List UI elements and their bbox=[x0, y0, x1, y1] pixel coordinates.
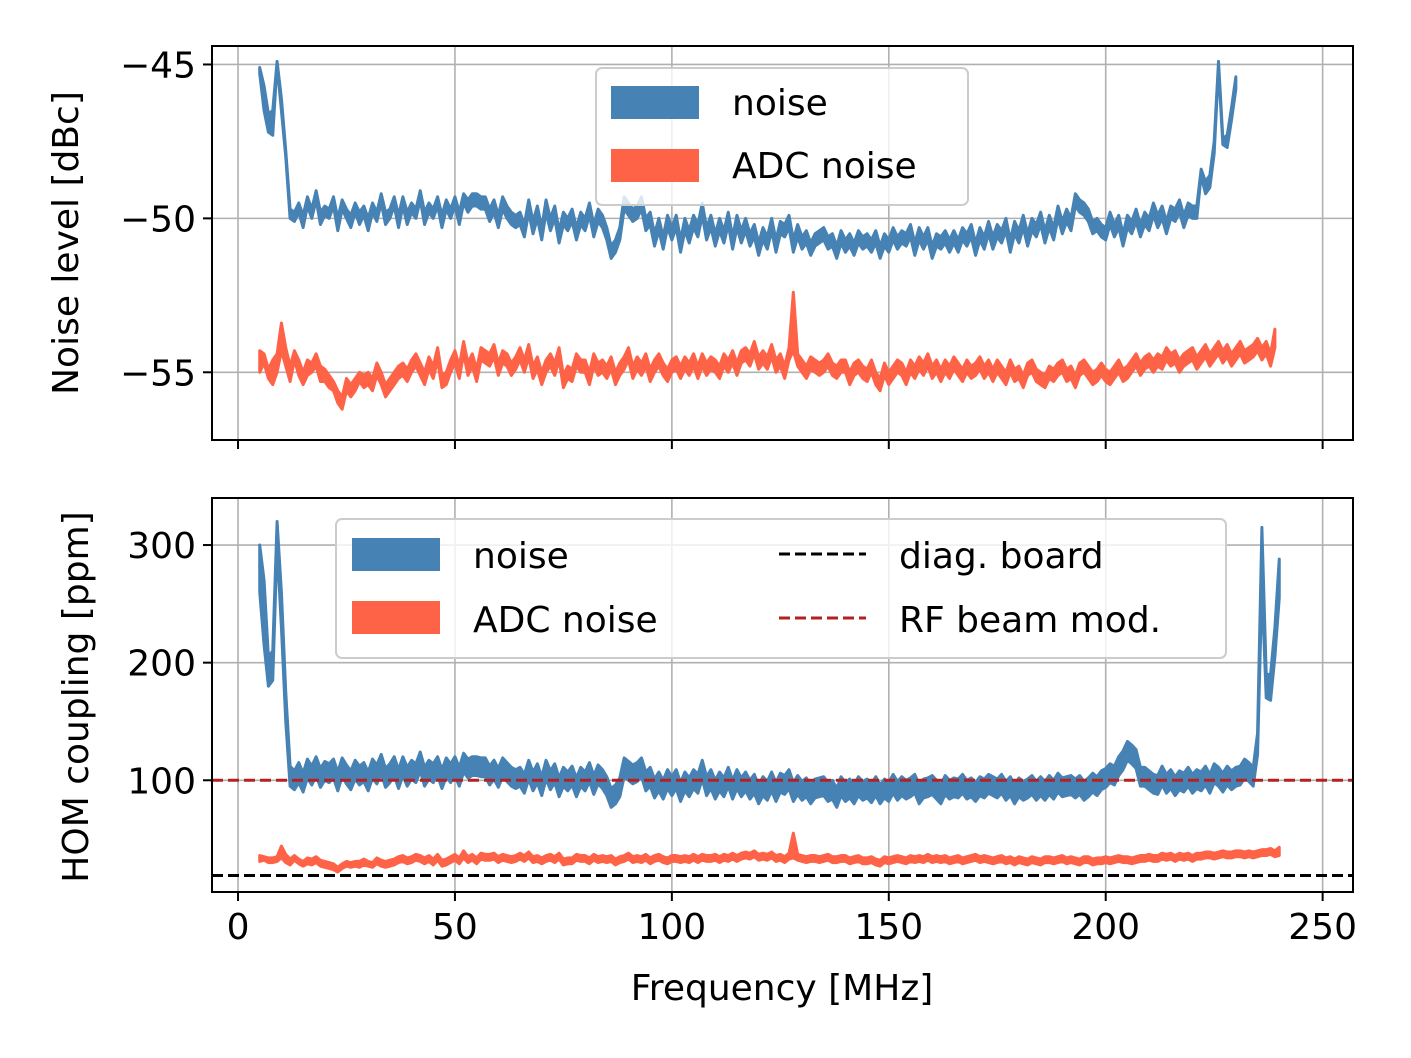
frequency-x-axis-label: Frequency [MHz] bbox=[631, 968, 934, 1009]
band-adc-noise bbox=[258, 290, 1277, 411]
y-tick-label: −45 bbox=[120, 45, 196, 86]
legend-label-adc-noise: ADC noise bbox=[732, 146, 917, 187]
hom-coupling-frame bbox=[211, 497, 1354, 893]
y-tick-label: −50 bbox=[120, 199, 196, 240]
y-tick-label: 100 bbox=[127, 761, 196, 802]
band-noise bbox=[258, 59, 1238, 260]
hom-coupling-y-ticks: 100 200 300 bbox=[127, 526, 212, 802]
legend-swatch-noise bbox=[611, 86, 699, 119]
y-tick-label: 200 bbox=[127, 644, 196, 685]
noise-level-x-ticks bbox=[237, 440, 1324, 449]
hom-coupling-legend: noise ADC noise diag. board RF beam mod. bbox=[335, 518, 1227, 659]
noise-level-y-axis-label: Noise level [dBc] bbox=[46, 91, 87, 395]
noise-level-y-ticks: −55 −50 −45 bbox=[120, 45, 212, 394]
band-adc-noise bbox=[258, 831, 1281, 874]
hom-coupling-panel: 0 50 100 150 200 250 100 200 300 HOM coupling [… bbox=[56, 497, 1357, 1009]
legend-label-noise: noise bbox=[473, 536, 569, 577]
hom-coupling-y-axis-label: HOM coupling [ppm] bbox=[56, 511, 97, 882]
noise-level-frame bbox=[211, 45, 1354, 441]
noise-level-legend: noise ADC noise bbox=[595, 67, 969, 206]
legend-label-diag-board: diag. board bbox=[899, 536, 1104, 577]
legend-swatch-adc-noise bbox=[352, 601, 440, 634]
y-tick-label: −55 bbox=[120, 353, 196, 394]
x-tick-label: 150 bbox=[854, 907, 923, 948]
y-tick-label: 300 bbox=[127, 526, 196, 567]
x-tick-label: 250 bbox=[1288, 907, 1357, 948]
legend-label-noise: noise bbox=[732, 83, 828, 124]
legend-frame bbox=[335, 518, 1227, 659]
x-tick-label: 0 bbox=[227, 907, 250, 948]
x-tick-label: 200 bbox=[1071, 907, 1140, 948]
noise-level-bands bbox=[258, 59, 1277, 411]
legend-swatch-noise bbox=[352, 538, 440, 571]
band-noise bbox=[258, 520, 1281, 809]
x-tick-label: 50 bbox=[432, 907, 478, 948]
legend-swatch-adc-noise bbox=[611, 149, 699, 182]
hom-coupling-reference-lines bbox=[212, 778, 1353, 878]
x-tick-label: 100 bbox=[638, 907, 707, 948]
hom-coupling-x-ticks: 0 50 100 150 200 250 bbox=[227, 892, 1357, 948]
legend-label-adc-noise: ADC noise bbox=[473, 600, 658, 641]
noise-level-panel: −55 −50 −45 Noise level [dBc] noise ADC no… bbox=[46, 45, 1354, 449]
hom-coupling-bands bbox=[258, 520, 1281, 874]
legend-label-rf-beam-mod: RF beam mod. bbox=[899, 600, 1161, 641]
